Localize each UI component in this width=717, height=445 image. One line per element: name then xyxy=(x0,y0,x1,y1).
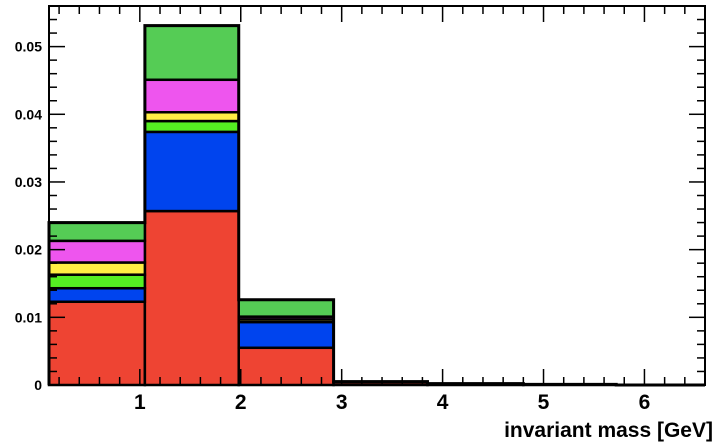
y-tick-label: 0.01 xyxy=(15,309,42,325)
plot-frame xyxy=(48,5,706,386)
bar-segment-s1-b0 xyxy=(47,286,147,304)
bar-segment-s5-b0 xyxy=(47,221,147,243)
bar-segment-s0-b0 xyxy=(47,300,147,387)
y-tick-label: 0.04 xyxy=(15,106,42,122)
bar-segment-s0-b2 xyxy=(237,346,335,387)
x-tick-label: 2 xyxy=(235,391,247,414)
bar-segment-s5-b2 xyxy=(237,298,335,318)
stacked-bars xyxy=(47,24,705,387)
bar-segment-s4-b0 xyxy=(47,239,147,264)
bar-segment-s3-b1 xyxy=(143,111,240,123)
y-tick-label: 0.03 xyxy=(15,174,42,190)
bar-segment-s1-b1 xyxy=(143,130,240,213)
bar-segment-s0-b1 xyxy=(143,209,240,387)
x-axis-title: invariant mass [GeV] xyxy=(504,419,713,442)
y-tick-label: 0.05 xyxy=(15,39,42,55)
x-tick-label: 5 xyxy=(538,391,550,414)
y-tick-label: 0.02 xyxy=(15,242,42,258)
x-tick-label: 6 xyxy=(639,391,651,414)
bar-segment-s2-b1 xyxy=(143,119,240,134)
x-tick-label: 3 xyxy=(336,391,348,414)
bar-segment-s2-b0 xyxy=(47,273,147,290)
y-tick-label: 0 xyxy=(34,377,42,393)
x-tick-label: 1 xyxy=(134,391,146,414)
bar-segment-s5-b1 xyxy=(143,24,240,82)
bar-segment-s3-b0 xyxy=(47,261,147,276)
bar-segment-s1-b2 xyxy=(237,320,335,350)
x-tick-label: 4 xyxy=(437,391,449,414)
bar-segment-s4-b1 xyxy=(143,78,240,114)
